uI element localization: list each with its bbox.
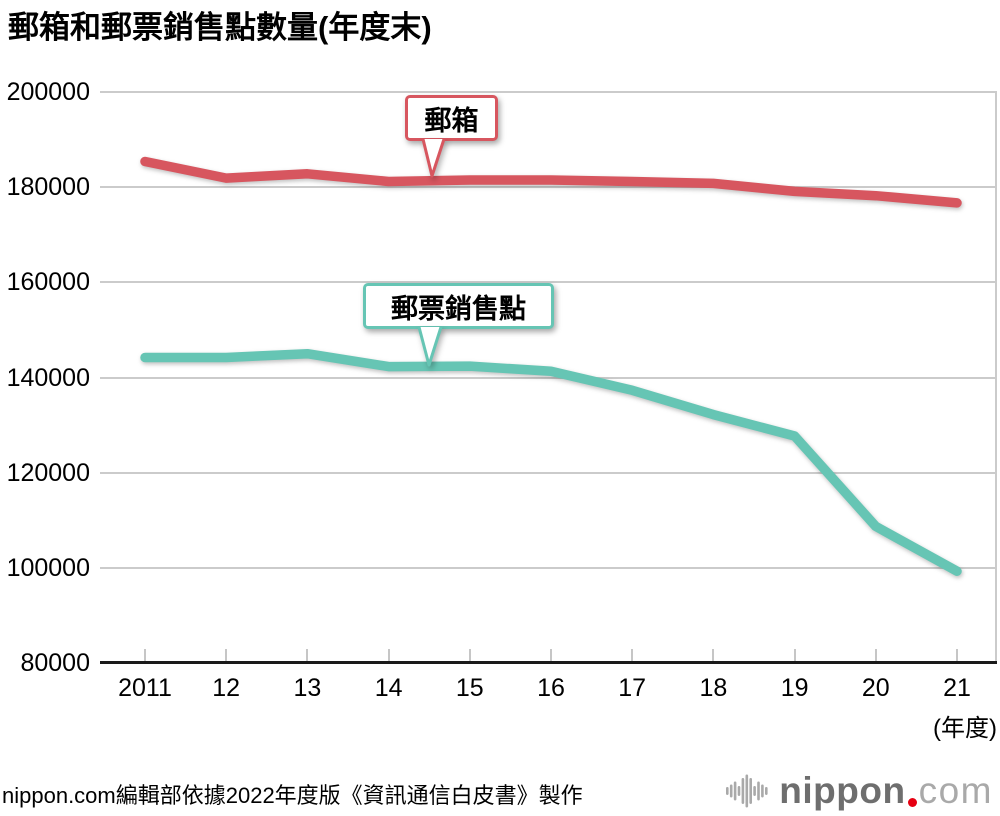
x-axis-label: 2011: [118, 674, 172, 702]
x-axis-tick: [225, 649, 228, 661]
x-axis-label: 16: [537, 674, 565, 702]
x-axis-label: 21: [943, 674, 971, 702]
x-axis-tick: [550, 649, 552, 661]
gridline: [100, 281, 997, 284]
chart-title: 郵箱和郵票銷售點數量(年度末): [8, 10, 432, 45]
gridline: [100, 186, 997, 189]
x-axis-tick: [468, 649, 471, 661]
gridline: [100, 376, 997, 379]
y-axis-label: 180000: [6, 173, 90, 202]
stamp-callout: 郵票銷售點: [363, 283, 554, 329]
x-axis-line: [100, 661, 997, 664]
logo-dot-icon: [907, 798, 917, 807]
nippon-logo-mark-icon: [726, 774, 768, 808]
x-axis-tick: [712, 649, 715, 661]
nippon-logo: nippon com: [725, 768, 993, 814]
x-axis-label: 17: [618, 674, 647, 702]
source-note: nippon.com編輯部依據2022年度版《資訊通信白皮書》製作: [2, 783, 583, 808]
mailbox-callout-label: 郵箱: [424, 105, 479, 136]
x-axis-label: 19: [780, 674, 809, 702]
logo-tld: com: [918, 770, 993, 811]
x-axis-label: 12: [212, 674, 241, 702]
x-axis-label: 14: [374, 674, 403, 702]
x-axis-tick: [306, 649, 309, 661]
x-axis-tick: [874, 649, 877, 661]
stamp-callout-tail-icon: [417, 327, 443, 367]
mailbox-line: [140, 156, 962, 208]
x-axis-label: 15: [455, 674, 484, 702]
y-axis-label: 200000: [6, 78, 90, 106]
x-axis-unit-label: (年度): [933, 715, 997, 742]
gridline: [100, 471, 997, 474]
mailbox-callout: 郵箱: [405, 95, 498, 141]
y-axis-label: 160000: [6, 268, 90, 297]
logo-word: nippon: [779, 770, 906, 811]
x-axis-label: 20: [861, 674, 890, 702]
x-axis-label: 13: [293, 674, 322, 702]
y-axis-label: 80000: [20, 649, 90, 677]
x-axis-tick: [793, 649, 796, 661]
x-axis-tick: [956, 649, 958, 661]
gridline: [100, 91, 997, 93]
gridline: [100, 566, 997, 569]
stamp-line: [140, 348, 962, 576]
y-axis-label: 140000: [6, 363, 90, 392]
x-axis-label: 18: [699, 674, 728, 702]
mailbox-callout-tail-icon: [421, 139, 446, 178]
x-axis-tick: [631, 649, 634, 661]
y-axis-label: 100000: [6, 553, 90, 582]
stamp-callout-label: 郵票銷售點: [391, 293, 526, 324]
x-axis-tick: [144, 649, 146, 661]
x-axis-tick: [387, 649, 390, 661]
y-axis-label: 120000: [6, 458, 90, 487]
